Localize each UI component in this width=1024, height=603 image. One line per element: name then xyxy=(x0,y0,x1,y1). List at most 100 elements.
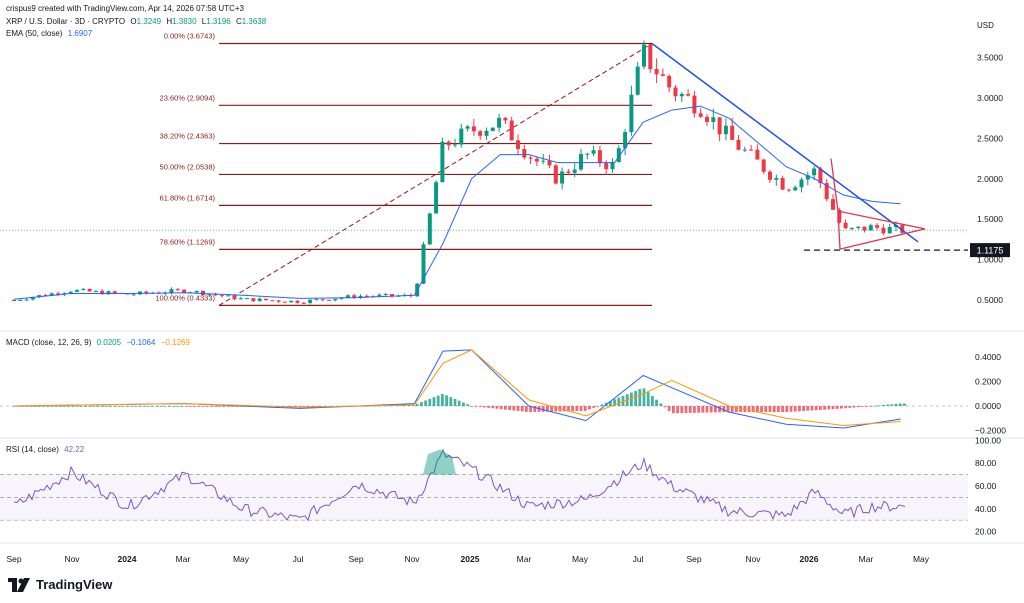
macd-histogram-bar xyxy=(42,406,45,407)
macd-histogram-bar xyxy=(852,406,856,408)
candle-body xyxy=(566,171,571,173)
macd-histogram-bar xyxy=(827,406,831,410)
candle-body xyxy=(679,94,684,97)
candle-body xyxy=(692,95,697,114)
macd-histogram-bar xyxy=(831,406,835,410)
macd-histogram-bar xyxy=(163,406,167,407)
candle-body xyxy=(799,179,804,188)
macd-histogram-bar xyxy=(541,406,545,412)
macd-histogram-bar xyxy=(180,406,184,407)
macd-histogram-bar xyxy=(134,406,138,407)
macd-histogram-bar xyxy=(491,406,495,409)
candle-body xyxy=(856,226,861,228)
macd-histogram-bar xyxy=(709,406,713,413)
macd-histogram-bar xyxy=(189,406,192,407)
candle-body xyxy=(75,289,79,292)
candle-body xyxy=(131,294,136,296)
candle-body xyxy=(730,125,735,140)
ema-50-line xyxy=(13,105,901,300)
ema-legend[interactable]: EMA (50, close) 1.6907 xyxy=(6,29,92,38)
candle-body xyxy=(232,295,237,300)
macd-histogram-bar xyxy=(176,406,180,407)
macd-histogram-bar xyxy=(504,406,507,410)
low-value: 1.3196 xyxy=(206,17,231,26)
macd-histogram-bar xyxy=(142,406,146,407)
macd-histogram-bar xyxy=(600,404,604,406)
macd-histogram-bar xyxy=(457,400,461,406)
candle-body xyxy=(144,291,149,294)
candle-body xyxy=(175,289,180,291)
macd-histogram-bar xyxy=(680,406,684,414)
candle-body xyxy=(686,94,691,96)
macd-line xyxy=(13,349,901,429)
high-value: 1.3830 xyxy=(172,17,197,26)
rsi-value: 42.22 xyxy=(64,445,85,454)
macd-histogram-bar xyxy=(222,406,226,407)
macd-histogram-bar xyxy=(214,406,217,407)
macd-legend[interactable]: MACD (close, 12, 26, 9) 0.0205 −0.1064 −… xyxy=(6,338,190,347)
macd-histogram-bar xyxy=(226,406,230,407)
candle-body xyxy=(503,117,508,121)
macd-histogram-bar xyxy=(420,402,423,406)
candle-body xyxy=(213,294,218,296)
macd-histogram-bar xyxy=(411,404,415,406)
macd-histogram-bar xyxy=(747,406,751,413)
candle-body xyxy=(251,298,256,302)
macd-histogram-bar xyxy=(445,395,448,406)
macd-histogram-bar xyxy=(147,406,150,407)
candle-body xyxy=(440,141,445,183)
candle-body xyxy=(257,298,262,302)
macd-histogram-bar xyxy=(105,406,108,407)
macd-histogram-bar xyxy=(508,406,511,411)
macd-histogram-bar xyxy=(562,406,566,412)
candle-body xyxy=(875,225,880,228)
macd-histogram-bar xyxy=(424,400,427,406)
macd-histogram-bar xyxy=(58,406,62,407)
time-tick-label: May xyxy=(233,554,250,564)
candle-body xyxy=(881,227,886,234)
macd-signal-line xyxy=(13,349,901,427)
rsi-legend[interactable]: RSI (14, close) 42.22 xyxy=(6,445,84,454)
macd-histogram-bar xyxy=(407,404,411,406)
candle-body xyxy=(383,294,388,296)
macd-histogram-bar xyxy=(701,406,705,413)
candle-body xyxy=(717,117,722,135)
tradingview-logo[interactable]: TradingView xyxy=(8,577,112,592)
candle-body xyxy=(12,300,16,301)
fib-level-label: 61.80% (1.6714) xyxy=(160,193,216,202)
candle-body xyxy=(182,289,187,293)
macd-histogram-bar xyxy=(168,406,171,407)
candle-body xyxy=(56,293,61,295)
macd-histogram-bar xyxy=(772,406,776,413)
candle-body xyxy=(824,183,829,200)
candle-body xyxy=(87,289,92,292)
candle-body xyxy=(68,291,73,294)
macd-histogram-bar xyxy=(688,406,692,413)
macd-histogram-bar xyxy=(470,406,474,407)
macd-histogram-bar xyxy=(697,406,700,413)
macd-histogram-bar xyxy=(630,392,633,406)
macd-histogram-bar xyxy=(37,406,41,407)
fib-level-label: 50.00% (2.0538) xyxy=(160,162,216,171)
candle-body xyxy=(534,158,539,162)
macd-histogram-bar xyxy=(109,406,112,407)
macd-histogram-bar xyxy=(474,406,478,407)
macd-histogram-bar xyxy=(453,398,457,406)
candle-body xyxy=(226,295,231,297)
symbol-title[interactable]: XRP / U.S. Dollar · 3D · CRYPTO xyxy=(6,17,126,26)
candle-body xyxy=(818,168,823,184)
rsi-tick-label: 80.00 xyxy=(975,458,997,468)
candle-body xyxy=(516,140,520,149)
macd-histogram-bar xyxy=(235,406,238,407)
rsi-label: RSI (14, close) xyxy=(6,445,59,454)
candle-body xyxy=(112,291,117,293)
macd-histogram-bar xyxy=(848,406,852,408)
ema-value: 1.6907 xyxy=(67,29,93,38)
candle-body xyxy=(421,244,426,284)
macd-histogram-bar xyxy=(714,406,717,413)
macd-histogram-bar xyxy=(886,404,889,406)
candle-body xyxy=(736,139,741,150)
candle-body xyxy=(900,225,905,233)
candle-body xyxy=(49,293,54,296)
macd-histogram-bar xyxy=(592,406,595,408)
